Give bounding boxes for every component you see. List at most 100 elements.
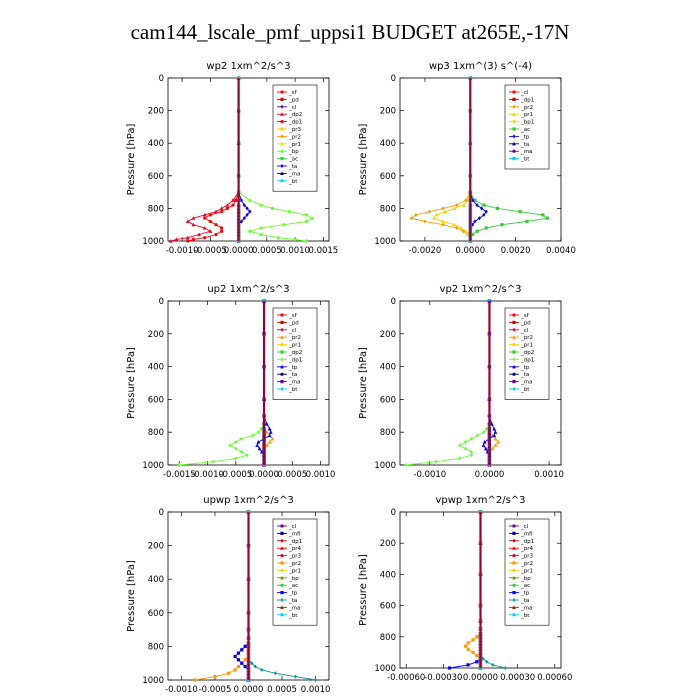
data-point — [208, 213, 212, 217]
legend-marker — [280, 380, 284, 384]
x-tick-label: -0.0010 — [166, 246, 199, 256]
legend-label: _pr3 — [288, 554, 302, 560]
series-line-pr2 — [194, 512, 249, 681]
data-point — [458, 456, 462, 461]
legend-label: _tp — [520, 134, 530, 140]
panel-4: upwp 1xm^2/s^3 Pressure [hPa] 0 200 400 600 80… — [126, 495, 330, 695]
series-line-dp1 — [405, 301, 490, 466]
legend-label: _cl — [288, 328, 297, 334]
y-tick-label: 800 — [148, 642, 164, 652]
series-line-dp1 — [179, 301, 265, 466]
legend-marker — [512, 531, 516, 535]
legend-label: _sf — [520, 313, 530, 319]
data-point — [174, 237, 179, 241]
legend-label: _sf — [288, 313, 298, 319]
y-tick-label: 0 — [159, 297, 164, 307]
legend-label: _pr2 — [288, 335, 301, 341]
y-tick-label: 400 — [148, 139, 164, 149]
data-point — [466, 647, 470, 651]
data-point — [293, 674, 298, 679]
data-point — [466, 663, 470, 667]
legend-label: _ac — [520, 127, 530, 133]
legend-label: _tp — [288, 591, 298, 597]
data-point — [248, 198, 252, 202]
data-point — [239, 436, 244, 441]
panel-5: vpwp 1xm^2/s^3 Pressure [hPa] 0 200 400 600 80… — [358, 495, 572, 683]
data-point — [233, 654, 237, 659]
legend-marker — [512, 120, 516, 124]
data-point — [251, 433, 255, 438]
legend-marker — [512, 335, 516, 339]
x-tick-label: -0.00060 — [387, 673, 425, 683]
x-tick-label: 0.0005 — [252, 246, 282, 256]
data-point — [259, 232, 263, 237]
data-point — [473, 198, 477, 202]
data-point — [481, 430, 486, 435]
data-point — [236, 664, 241, 669]
legend-label: _ac — [520, 583, 530, 589]
y-tick-label: 400 — [380, 139, 396, 149]
legend-marker — [280, 568, 284, 573]
y-axis-label: Pressure [hPa] — [358, 554, 369, 626]
y-axis-label: Pressure [hPa] — [358, 347, 369, 419]
legend-label: _mfl — [520, 531, 533, 537]
legend-marker — [512, 387, 516, 391]
legend-marker — [512, 104, 516, 109]
data-point — [475, 229, 479, 233]
legend-label: _pr1 — [520, 112, 533, 118]
legend-label: _ma — [520, 605, 532, 611]
x-tick-label: -0.0010 — [165, 685, 198, 695]
legend-label: _mfl — [288, 531, 301, 537]
legend-box — [272, 307, 318, 400]
data-point — [220, 229, 224, 233]
legend-label: _ma — [520, 380, 532, 386]
legend-marker — [280, 387, 284, 391]
series-line-dp1 — [187, 78, 240, 242]
data-point — [475, 635, 479, 639]
panel-0: wp2 1xm^2/s^3 Pressure [hPa] 0 200 400 600 800… — [126, 61, 338, 256]
legend-label: _tp — [520, 365, 530, 371]
legend-label: _cl — [288, 524, 297, 530]
data-point — [214, 223, 218, 227]
legend-label: _pr4 — [520, 546, 534, 552]
data-point — [243, 658, 247, 662]
data-point — [234, 440, 238, 445]
legend-marker — [280, 546, 284, 550]
x-tick-label: 0.0010 — [534, 470, 564, 480]
legend-label: _sf — [288, 90, 298, 96]
x-tick-label: -0.0005 — [199, 685, 232, 695]
legend-marker — [280, 127, 284, 131]
data-point — [231, 198, 235, 202]
y-tick-label: 400 — [148, 363, 164, 373]
data-point — [214, 232, 218, 237]
x-tick-label: 0.00060 — [537, 673, 572, 683]
legend-label: _ma — [520, 149, 532, 155]
data-point — [243, 644, 247, 648]
data-point — [236, 651, 241, 655]
data-point — [220, 226, 224, 230]
legend-label: _tp — [520, 591, 530, 597]
figure-title: cam144_lscale_pmf_uppsi1 BUDGET at265E,-… — [130, 20, 570, 44]
legend-marker — [280, 120, 284, 124]
legend-marker — [512, 524, 516, 528]
panel-2: up2 1xm^2/s^3 Pressure [hPa] 0 200 400 600 800… — [126, 284, 335, 480]
data-point — [228, 443, 232, 448]
y-tick-label: 200 — [148, 542, 164, 552]
data-point — [213, 675, 217, 679]
data-point — [414, 212, 418, 217]
panel-title: wp3 1xm^(3) s^(-4) — [429, 61, 532, 72]
legend-marker — [512, 112, 516, 116]
data-point — [484, 226, 488, 230]
legend-marker — [512, 350, 516, 354]
data-point — [239, 219, 244, 224]
legend-label: _ta — [520, 598, 529, 604]
panel-title: up2 1xm^2/s^3 — [207, 284, 289, 295]
data-point — [469, 449, 474, 454]
legend-label: _dp2 — [288, 350, 302, 356]
legend-label: _cl — [288, 105, 297, 111]
legend-marker — [280, 554, 284, 558]
data-point — [469, 436, 474, 441]
legend-marker — [512, 554, 516, 558]
legend-label: _pr2 — [288, 134, 301, 140]
legend-label: _pr1 — [520, 343, 533, 349]
